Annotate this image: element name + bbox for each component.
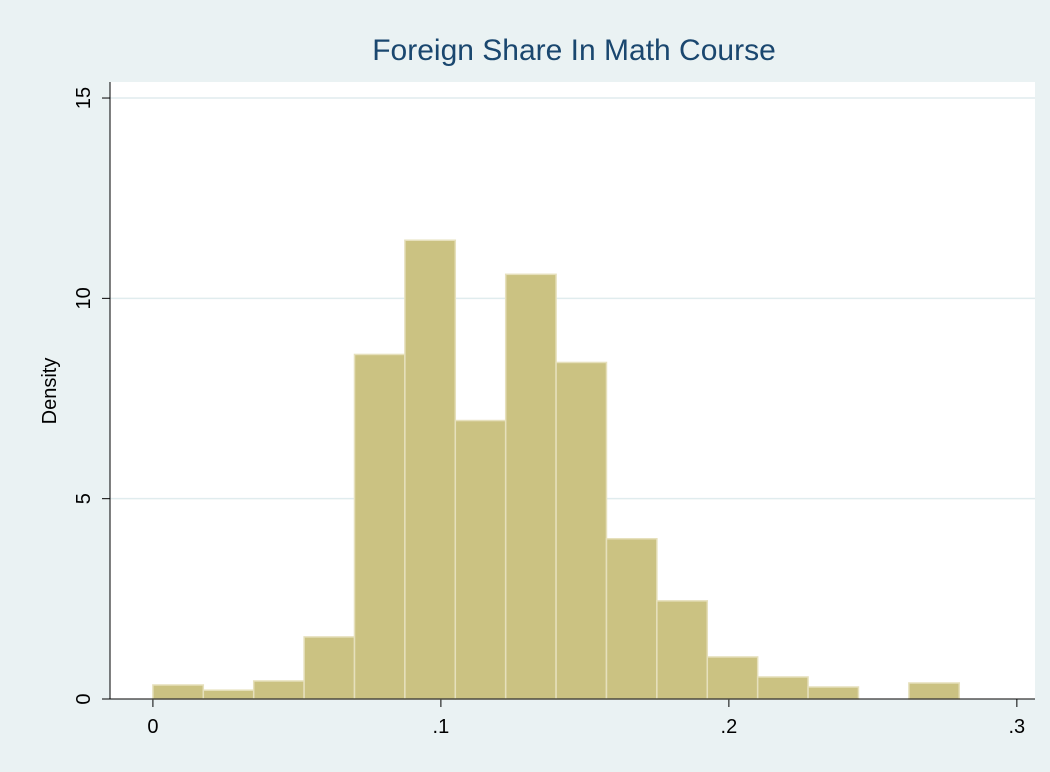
bar — [807, 686, 860, 700]
bar — [605, 537, 658, 700]
bar — [252, 680, 305, 700]
bar — [706, 656, 759, 700]
bar — [908, 682, 961, 700]
bar — [454, 419, 507, 700]
x-tick-label: .1 — [433, 716, 450, 738]
bar — [404, 239, 457, 700]
bar — [504, 273, 557, 700]
bar — [353, 353, 406, 700]
x-tick-label: .2 — [721, 716, 738, 738]
chart-title: Foreign Share In Math Course — [372, 34, 776, 67]
bar — [152, 684, 205, 700]
bar — [756, 676, 809, 700]
y-tick-label: 10 — [73, 287, 95, 309]
y-tick-label: 15 — [73, 87, 95, 109]
x-tick-label: 0 — [147, 716, 158, 738]
y-tick-label: 0 — [73, 693, 95, 704]
bar — [303, 636, 356, 700]
bar — [656, 600, 709, 700]
x-tick-label: .3 — [1009, 716, 1026, 738]
bar — [555, 361, 608, 700]
y-tick-label: 5 — [73, 493, 95, 504]
bar — [202, 689, 255, 700]
y-axis-title: Density — [39, 358, 61, 425]
